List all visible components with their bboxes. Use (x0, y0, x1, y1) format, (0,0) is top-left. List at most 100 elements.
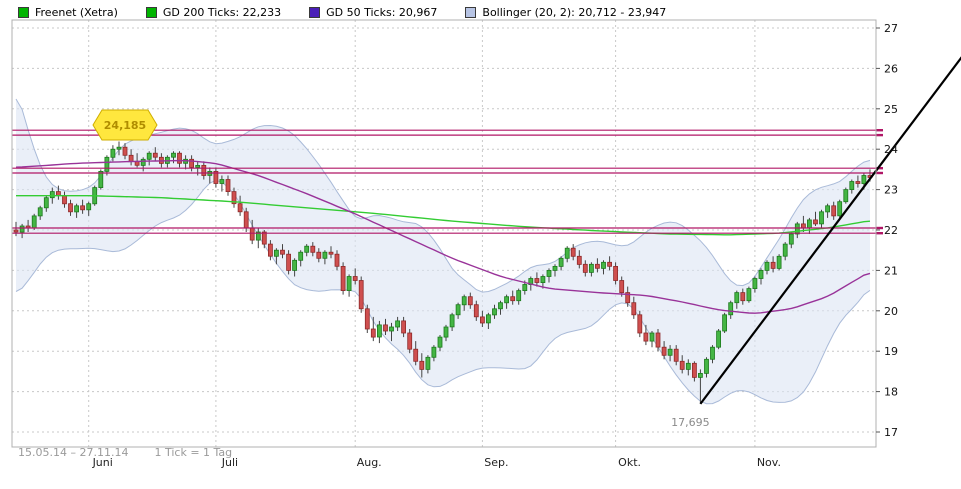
candle (104, 155, 110, 176)
candle (831, 201, 837, 220)
candle (237, 195, 243, 216)
candle (376, 320, 382, 344)
candle (152, 147, 158, 162)
candle (776, 254, 782, 271)
candle (231, 187, 237, 208)
candle (116, 141, 122, 156)
candle (310, 242, 316, 257)
legend-item-freenet: Freenet (Xetra) (18, 6, 118, 19)
gd50-line (15, 159, 871, 314)
svg-text:24: 24 (884, 143, 898, 156)
svg-text:20: 20 (884, 305, 898, 318)
bollinger-swatch-icon (465, 7, 477, 18)
candle (255, 228, 261, 249)
candle (395, 316, 401, 331)
candle (74, 203, 79, 218)
candle (358, 276, 364, 313)
candle (328, 246, 334, 259)
candle (782, 242, 788, 261)
legend-label-gd200: GD 200 Ticks: 22,233 (162, 6, 282, 19)
legend-label-gd50: GD 50 Ticks: 20,967 (326, 6, 438, 19)
candle (110, 145, 116, 162)
candle (764, 260, 770, 275)
candle (413, 341, 419, 366)
candle (558, 256, 564, 271)
legend: Freenet (Xetra) GD 200 Ticks: 22,233 GD … (18, 6, 694, 19)
candle (498, 300, 503, 315)
candle (625, 286, 631, 307)
candle (467, 292, 473, 309)
candle (455, 302, 461, 319)
gd50-swatch-icon (309, 7, 321, 18)
candle (516, 288, 522, 305)
candle (346, 274, 352, 297)
svg-text:Juni: Juni (92, 456, 113, 469)
candle (679, 355, 685, 374)
candle (595, 258, 600, 273)
candle (746, 286, 752, 303)
candle (304, 244, 310, 257)
legend-label-bollinger: Bollinger (20, 2): 20,712 - 23,947 (482, 6, 667, 19)
candle (219, 175, 225, 192)
candle (661, 341, 667, 360)
candle (722, 312, 727, 333)
candle (752, 276, 758, 293)
candle (340, 262, 346, 295)
candle (564, 246, 570, 263)
candle (843, 187, 849, 204)
candle (370, 316, 376, 342)
svg-text:Aug.: Aug. (357, 456, 382, 469)
candle (710, 345, 715, 364)
high-marker: 24,185 (92, 109, 158, 141)
gd200-swatch-icon (145, 7, 157, 18)
candle (80, 199, 85, 214)
candle (479, 310, 485, 327)
candle (698, 369, 703, 404)
candle (431, 345, 437, 362)
candle (510, 290, 516, 305)
svg-text:18: 18 (884, 386, 898, 399)
legend-label-freenet: Freenet (Xetra) (35, 6, 118, 19)
candle (298, 250, 304, 267)
candle (225, 175, 231, 196)
candle (443, 324, 449, 342)
candle (825, 203, 830, 218)
candle (631, 296, 637, 319)
candle (43, 195, 49, 212)
candle (552, 264, 558, 277)
candle (734, 290, 740, 309)
candle (473, 300, 479, 321)
high-marker-label: 24,185 (104, 119, 146, 132)
plot-frame (11, 19, 877, 448)
svg-text:Okt.: Okt. (618, 456, 641, 469)
svg-text:26: 26 (884, 62, 898, 75)
candle (177, 151, 182, 168)
candle (788, 232, 794, 249)
candle (637, 310, 643, 338)
candle (286, 250, 292, 275)
candle (449, 312, 455, 331)
x-axis-labels: Juni Juli Aug. Sep. Okt. Nov. (92, 456, 781, 469)
svg-text:19: 19 (884, 345, 898, 358)
candle (849, 179, 855, 194)
candle (607, 256, 612, 271)
candle (419, 353, 425, 378)
candle (534, 272, 540, 287)
candle (667, 345, 673, 362)
candle (68, 199, 73, 216)
legend-item-bollinger: Bollinger (20, 2): 20,712 - 23,947 (465, 6, 666, 19)
candle (655, 329, 661, 352)
candle (540, 274, 546, 289)
candle (570, 244, 576, 261)
svg-text:22: 22 (884, 224, 898, 237)
candle (492, 304, 497, 319)
candle (576, 250, 582, 269)
candle (407, 329, 413, 354)
candle (122, 143, 128, 160)
tick-unit-label: 1 Tick = 1 Tag (154, 446, 233, 459)
candle (322, 250, 328, 265)
candle (425, 355, 431, 374)
trend-line (699, 56, 961, 405)
freenet-series-swatch-icon (18, 7, 29, 18)
